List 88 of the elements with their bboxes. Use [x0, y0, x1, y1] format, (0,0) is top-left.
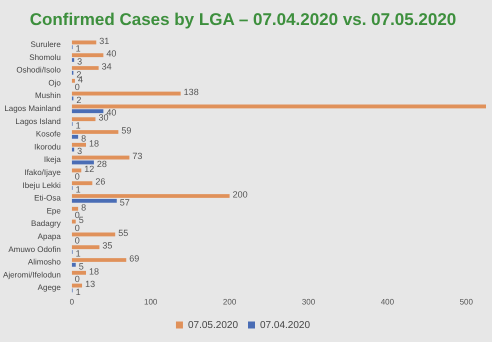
data-label: 1: [76, 120, 81, 130]
y-tick-label: Badagry: [31, 219, 61, 228]
x-tick-label: 100: [144, 297, 158, 306]
bar: [72, 168, 82, 172]
data-label: 8: [81, 202, 86, 212]
y-tick-label: Ifako/Ijaye: [24, 168, 62, 178]
data-label: 34: [102, 61, 112, 72]
data-label: 0: [74, 210, 80, 220]
chart-title: Confirmed Cases by LGA – 07.04.2020 vs. 07.05.2020: [30, 10, 456, 29]
x-tick-label: 0: [70, 297, 75, 306]
bar: [72, 53, 104, 58]
y-tick-label: Eti-Osa: [34, 194, 62, 203]
data-label: 1: [76, 248, 81, 258]
bar: [72, 40, 96, 44]
data-label: 31: [99, 36, 110, 46]
y-tick-label: Apapa: [38, 232, 62, 242]
y-tick-label: Ojo: [48, 78, 62, 88]
data-label: 8: [81, 133, 86, 144]
y-tick-label: Surulere: [30, 40, 62, 50]
bar: [72, 198, 117, 203]
data-label: 18: [89, 266, 100, 276]
data-label: 55: [118, 228, 128, 238]
bar: [72, 160, 94, 164]
y-tick-label: Epe: [46, 206, 62, 216]
y-tick-label: Alimosho: [28, 258, 62, 267]
data-label: 0: [74, 222, 80, 233]
data-label: 59: [121, 125, 132, 136]
bar: [72, 142, 86, 147]
data-label: 40: [106, 108, 116, 118]
bar: [72, 284, 82, 288]
y-tick-label: Ikeja: [44, 155, 62, 164]
data-label: 12: [84, 164, 94, 174]
y-tick-label: Lagos Island: [15, 116, 61, 126]
data-label: 1: [76, 286, 81, 297]
data-label: 28: [96, 158, 107, 169]
data-label: 138: [184, 87, 199, 98]
y-tick-label: Ibeju Lekki: [22, 180, 62, 190]
data-label: 0: [74, 172, 80, 182]
x-tick-label: 200: [222, 297, 237, 306]
bar: [72, 130, 118, 134]
legend-label: 07.05.2020: [188, 320, 238, 331]
data-label: 1: [76, 44, 81, 54]
data-label: 35: [102, 240, 112, 251]
bar: [72, 181, 92, 186]
y-tick-label: Lagos Mainland: [4, 104, 61, 114]
y-tick-label: Mushin: [35, 91, 61, 100]
y-tick-label: Oshodi/Isolo: [16, 66, 62, 75]
data-label: 2: [76, 94, 82, 105]
data-label: 200: [232, 189, 248, 200]
data-label: 0: [74, 274, 80, 284]
data-label: 5: [78, 261, 84, 272]
y-tick-label: Shomolu: [29, 52, 61, 62]
data-label: 0: [74, 236, 80, 246]
bar: [72, 245, 100, 250]
data-label: 57: [120, 197, 130, 208]
bar: [72, 156, 130, 160]
x-tick-label: 400: [380, 297, 395, 306]
y-tick-label: Amuwo Odofin: [8, 244, 61, 254]
y-tick-label: Ikorodu: [34, 142, 61, 152]
legend-label: 07.04.2020: [260, 320, 310, 331]
bar: [72, 92, 181, 96]
x-tick-label: 500: [460, 297, 474, 306]
data-label: 30: [98, 112, 108, 123]
data-label: 18: [89, 138, 100, 148]
y-tick-label: Ajeromi/Ifelodun: [2, 270, 61, 280]
data-label: 1: [76, 184, 81, 194]
bar: [72, 66, 99, 70]
data-label: 73: [132, 151, 142, 162]
bar: [72, 109, 104, 114]
y-tick-label: Kosofe: [36, 130, 62, 139]
data-label: 26: [95, 176, 106, 187]
bar: [72, 262, 76, 267]
data-label: 69: [129, 253, 140, 264]
bar: [72, 194, 230, 198]
data-label: 3: [77, 56, 82, 66]
y-tick-label: Agege: [38, 283, 62, 292]
bar: [72, 220, 76, 224]
bar: [72, 270, 86, 275]
data-label: 13: [85, 279, 96, 290]
bar: [72, 258, 126, 262]
bar: [72, 104, 486, 108]
data-label: 0: [74, 82, 80, 92]
data-label: 5: [78, 215, 84, 226]
data-label: 40: [106, 48, 116, 59]
bar: [72, 117, 96, 122]
x-tick-label: 300: [302, 297, 316, 306]
data-label: 3: [77, 146, 82, 156]
bar: [72, 232, 116, 236]
